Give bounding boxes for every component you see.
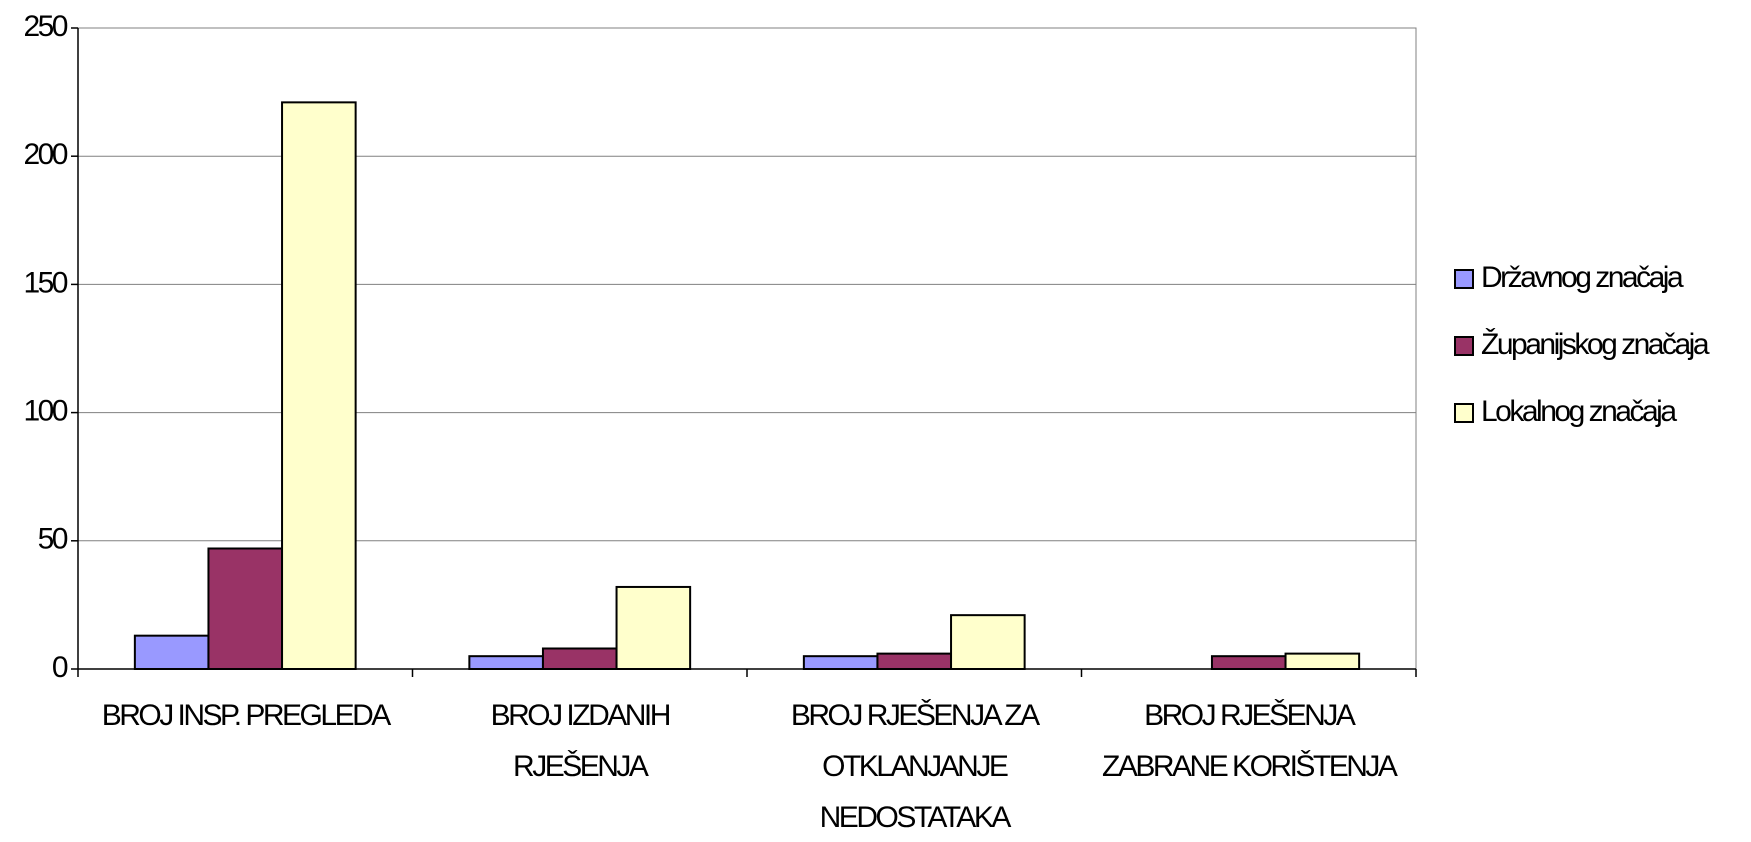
bar [133,634,210,671]
bar [1284,652,1361,671]
bar [207,547,284,671]
x-tick-label: BROJ INSP. PREGLEDA [101,699,392,732]
legend-label: Županijskog značaja [1481,328,1710,361]
bar [615,585,692,671]
bar [876,652,953,671]
bar [468,655,544,670]
x-tick-label: BROJ RJEŠENJA ZABRANE KORIŠTENJA [1102,699,1398,783]
legend-label: Lokalnog značaja [1481,395,1677,428]
y-tick-label: 250 [23,10,67,43]
x-tick-label: BROJ IZDANIH RJEŠENJA [490,699,672,783]
bar [541,647,618,670]
legend-swatch [1454,269,1474,289]
legend-label: Državnog značaja [1481,261,1684,294]
bar [950,614,1026,671]
y-tick-label: 100 [23,395,67,428]
y-tick-label: 150 [23,266,67,299]
legend-swatch [1454,336,1474,356]
bar [1210,655,1287,670]
bar [281,101,357,670]
bar [802,655,879,670]
x-tick-label: BROJ RJEŠENJA ZA OTKLANJANJE NEDOSTATAKA [790,699,1040,834]
y-tick-label: 50 [38,523,68,556]
legend-swatch [1454,403,1474,423]
y-tick-label: 0 [52,651,68,684]
y-tick-label: 200 [23,138,67,171]
